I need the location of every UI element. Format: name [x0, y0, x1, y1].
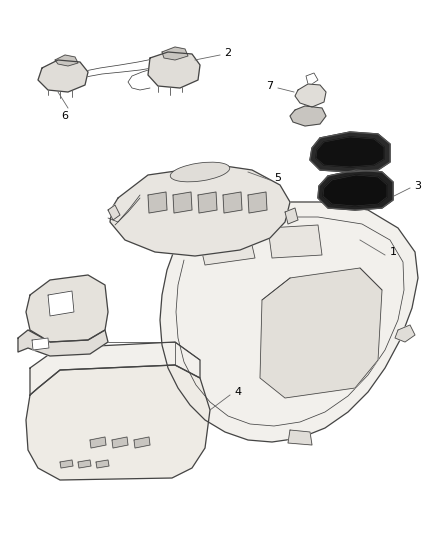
- Polygon shape: [223, 192, 242, 213]
- Text: 4: 4: [234, 387, 242, 397]
- Text: 1: 1: [389, 247, 396, 257]
- Polygon shape: [26, 275, 108, 342]
- Text: 3: 3: [414, 181, 421, 191]
- Ellipse shape: [170, 162, 230, 182]
- Text: 7: 7: [266, 81, 274, 91]
- Polygon shape: [288, 430, 312, 445]
- Polygon shape: [323, 175, 387, 206]
- Text: 6: 6: [61, 111, 68, 121]
- Polygon shape: [32, 338, 49, 350]
- Polygon shape: [290, 106, 326, 126]
- Polygon shape: [148, 192, 167, 213]
- Polygon shape: [38, 60, 88, 92]
- Polygon shape: [90, 437, 106, 448]
- Polygon shape: [55, 55, 78, 66]
- Polygon shape: [30, 342, 200, 395]
- Polygon shape: [268, 225, 322, 258]
- Polygon shape: [60, 460, 73, 468]
- Polygon shape: [112, 437, 128, 448]
- Polygon shape: [160, 202, 418, 442]
- Polygon shape: [310, 132, 390, 172]
- Polygon shape: [78, 460, 91, 468]
- Text: 5: 5: [275, 173, 282, 183]
- Polygon shape: [285, 208, 298, 224]
- Polygon shape: [395, 325, 415, 342]
- Polygon shape: [108, 205, 120, 220]
- Text: 2: 2: [224, 48, 232, 58]
- Polygon shape: [260, 268, 382, 398]
- Polygon shape: [318, 170, 393, 210]
- Polygon shape: [248, 192, 267, 213]
- Polygon shape: [162, 47, 188, 60]
- Polygon shape: [316, 137, 384, 167]
- Polygon shape: [18, 330, 108, 356]
- Polygon shape: [198, 228, 255, 265]
- Polygon shape: [295, 84, 326, 107]
- Polygon shape: [48, 291, 74, 316]
- Polygon shape: [134, 437, 150, 448]
- Polygon shape: [148, 52, 200, 88]
- Polygon shape: [26, 365, 210, 480]
- Polygon shape: [96, 460, 109, 468]
- Polygon shape: [198, 192, 217, 213]
- Polygon shape: [173, 192, 192, 213]
- Polygon shape: [110, 165, 290, 256]
